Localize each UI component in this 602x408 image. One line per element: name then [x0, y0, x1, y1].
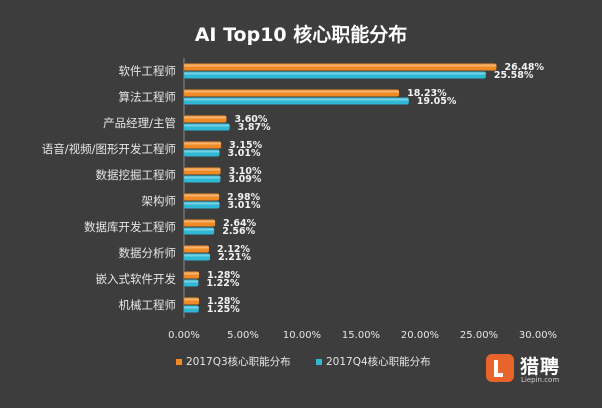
- bar-highlight: [184, 298, 200, 301]
- bar-highlight: [184, 280, 199, 283]
- bar-highlight: [184, 306, 199, 309]
- bar-highlight: [184, 90, 400, 93]
- category-labels: 软件工程师算法工程师产品经理/主管语音/视频/图形开发工程师数据挖掘工程师架构师…: [42, 64, 177, 312]
- category-label: 数据分析师: [119, 246, 177, 260]
- x-tick-label: 0.00%: [168, 330, 200, 341]
- bar-q4: [184, 149, 220, 157]
- bar-q3: [184, 297, 200, 305]
- liepin-logo-icon: [486, 354, 514, 382]
- bar-q4: [184, 305, 199, 313]
- bar-q4: [184, 123, 230, 131]
- bar-highlight: [184, 220, 216, 223]
- category-label: 架构师: [142, 194, 177, 208]
- category-label: 产品经理/主管: [103, 116, 176, 130]
- bar-highlight: [184, 168, 221, 171]
- bar-q3: [184, 141, 222, 149]
- x-tick-label: 10.00%: [283, 330, 321, 341]
- legend-label-q3: 2017Q3核心职能分布: [186, 355, 291, 368]
- logo-subtitle: Liepin.com: [521, 376, 560, 384]
- bar-highlight: [184, 176, 221, 179]
- logo-name: 猎聘: [520, 356, 561, 378]
- legend-swatch-q4: [316, 359, 322, 365]
- bar-q4: [184, 253, 211, 261]
- bar-highlight: [184, 246, 210, 249]
- bars-group: 26.48%25.58%18.23%19.05%3.60%3.87%3.15%3…: [184, 62, 545, 315]
- bar-q4: [184, 201, 220, 209]
- x-tick-label: 5.00%: [227, 330, 259, 341]
- bar-q3: [184, 271, 200, 279]
- bar-q4: [184, 279, 199, 287]
- bar-q4: [184, 175, 221, 183]
- data-label: 3.10%: [229, 166, 262, 177]
- legend[interactable]: 2017Q3核心职能分布 2017Q4核心职能分布: [176, 355, 431, 368]
- bar-highlight: [184, 194, 220, 197]
- x-tick-label: 20.00%: [401, 330, 439, 341]
- data-label: 1.28%: [207, 296, 240, 307]
- category-label: 机械工程师: [119, 298, 177, 312]
- data-label: 3.60%: [234, 114, 267, 125]
- category-label: 数据库开发工程师: [84, 220, 176, 234]
- bar-q3: [184, 219, 216, 227]
- data-label: 1.22%: [206, 278, 239, 289]
- bar-highlight: [184, 254, 211, 257]
- data-label: 26.48%: [504, 62, 544, 73]
- data-label: 3.15%: [229, 140, 262, 151]
- x-tick-label: 30.00%: [519, 330, 557, 341]
- category-label: 嵌入式软件开发: [96, 272, 177, 286]
- bar-highlight: [184, 142, 222, 145]
- bar-highlight: [184, 272, 200, 275]
- data-label: 1.25%: [207, 304, 240, 315]
- data-label: 2.56%: [222, 226, 255, 237]
- bar-q4: [184, 71, 486, 79]
- bar-highlight: [184, 202, 220, 205]
- bar-q3: [184, 245, 210, 253]
- bar-highlight: [184, 228, 215, 231]
- data-label: 2.98%: [227, 192, 260, 203]
- x-tick-label: 25.00%: [460, 330, 498, 341]
- category-label: 软件工程师: [119, 64, 177, 78]
- x-tick-label: 15.00%: [342, 330, 380, 341]
- data-label: 2.12%: [217, 244, 250, 255]
- category-label: 语音/视频/图形开发工程师: [42, 142, 176, 156]
- data-label: 3.87%: [238, 122, 271, 133]
- bar-highlight: [184, 150, 220, 153]
- legend-label-q4: 2017Q4核心职能分布: [326, 355, 431, 368]
- bar-highlight: [184, 72, 486, 75]
- bar-q3: [184, 167, 221, 175]
- x-tick-labels: 0.00% 5.00% 10.00% 15.00% 20.00% 25.00% 30.00%: [168, 330, 557, 341]
- bar-q3: [184, 193, 220, 201]
- data-label: 18.23%: [407, 88, 447, 99]
- bar-highlight: [184, 116, 227, 119]
- data-label: 3.01%: [228, 200, 261, 211]
- bar-highlight: [184, 64, 497, 67]
- bar-q3: [184, 115, 227, 123]
- data-label: 2.21%: [218, 252, 251, 263]
- bar-q3: [184, 63, 497, 71]
- bar-highlight: [184, 124, 230, 127]
- data-label: 25.58%: [494, 70, 534, 81]
- category-label: 数据挖掘工程师: [96, 168, 177, 182]
- chart-title: AI Top10 核心职能分布: [195, 23, 408, 46]
- data-label: 2.64%: [223, 218, 256, 229]
- bar-q4: [184, 97, 409, 105]
- bar-q3: [184, 89, 400, 97]
- data-label: 1.28%: [207, 270, 240, 281]
- data-label: 3.09%: [228, 174, 261, 185]
- legend-swatch-q3: [176, 359, 182, 365]
- bar-q4: [184, 227, 215, 235]
- bar-highlight: [184, 98, 409, 101]
- data-label: 3.01%: [228, 148, 261, 159]
- category-label: 算法工程师: [119, 90, 177, 104]
- data-label: 19.05%: [417, 96, 457, 107]
